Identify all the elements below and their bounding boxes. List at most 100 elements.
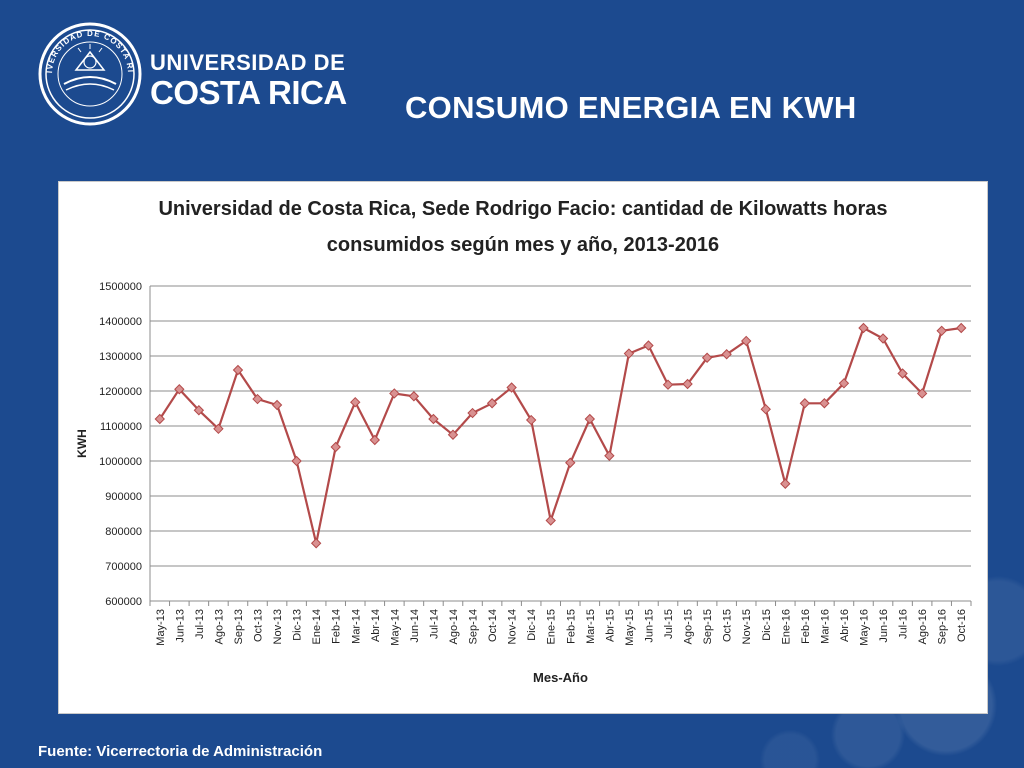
x-tick-label: Ene-15	[546, 609, 558, 644]
data-point	[643, 340, 654, 351]
x-tick-label: Dic-15	[761, 609, 773, 641]
data-point	[956, 322, 967, 334]
y-tick-label: 1200000	[99, 386, 142, 398]
data-point	[252, 393, 263, 405]
x-tick-label: Feb-16	[800, 609, 812, 644]
data-point	[232, 364, 244, 376]
x-tick-label: Jun-16	[878, 609, 890, 643]
x-tick-label: Dic-13	[292, 609, 304, 641]
x-tick-label: Feb-15	[565, 609, 577, 644]
x-tick-label: Oct-14	[487, 609, 499, 642]
data-point	[819, 398, 830, 409]
data-point	[877, 333, 889, 344]
x-tick-label: Nov-14	[507, 609, 519, 644]
x-tick-label: Feb-14	[331, 609, 343, 644]
x-tick-label: Oct-16	[956, 609, 968, 642]
x-tick-label: Ene-16	[780, 609, 792, 644]
line-chart: 600000 700000 800000 900000 1000000 1100000 12…	[75, 281, 972, 685]
y-tick-label: 1100000	[100, 421, 142, 433]
data-point	[213, 423, 224, 435]
data-point	[604, 450, 615, 461]
data-point	[310, 538, 322, 549]
data-point	[701, 352, 713, 363]
series-line	[158, 326, 962, 545]
data-point	[350, 396, 361, 408]
x-tick-label: Abr-16	[839, 609, 851, 642]
y-tick-label: 800000	[105, 526, 142, 538]
y-tick-label: 1500000	[99, 281, 142, 293]
data-point	[428, 413, 439, 425]
data-point	[154, 413, 165, 425]
y-tick-label: 1400000	[99, 316, 142, 328]
data-point	[799, 398, 811, 409]
university-seal-logo: UNIVERSIDAD DE COSTA RICA	[38, 22, 142, 126]
data-point	[271, 399, 283, 411]
data-point	[662, 379, 674, 390]
y-tick-label: 600000	[105, 596, 142, 608]
x-tick-label: Abr-14	[370, 609, 382, 642]
x-tick-label: Jul-16	[898, 609, 910, 639]
y-tick-label: 900000	[105, 491, 142, 503]
data-point	[525, 414, 537, 426]
data-point	[193, 405, 205, 416]
data-point	[330, 441, 341, 453]
x-tick-label: Dic-14	[526, 609, 538, 641]
data-point	[740, 335, 752, 347]
y-tick-label: 700000	[105, 561, 142, 573]
university-name: UNIVERSIDAD DE COSTA RICA	[150, 50, 347, 111]
data-point	[623, 348, 635, 359]
data-point	[780, 478, 791, 489]
x-tick-label: Nov-15	[741, 609, 753, 644]
x-tick-label: Oct-15	[722, 609, 734, 642]
data-point	[584, 413, 596, 425]
data-point	[721, 349, 732, 360]
data-point	[291, 455, 302, 467]
x-tick-label: May-13	[155, 609, 167, 646]
x-tick-label: Sep-13	[233, 609, 245, 644]
x-tick-label: Jun-14	[409, 609, 421, 643]
x-tick-label: Ago-15	[683, 609, 695, 644]
x-tick-label: Ene-14	[311, 609, 323, 644]
x-tick-label: Nov-13	[272, 609, 284, 644]
x-tick-label: Oct-13	[253, 609, 265, 642]
data-point	[682, 378, 693, 390]
data-point	[858, 322, 869, 334]
x-tick-label: Jul-13	[194, 609, 206, 639]
x-tick-label: Abr-15	[604, 609, 616, 642]
chart-title-line2: consumidos según mes y año, 2013-2016	[326, 234, 720, 256]
x-tick-label: Sep-14	[468, 609, 480, 644]
x-tick-label: May-15	[624, 609, 636, 646]
x-tick-label: Jun-13	[174, 609, 186, 643]
data-point	[760, 403, 771, 415]
data-point	[174, 384, 185, 395]
x-tick-label: Sep-15	[702, 609, 714, 644]
data-point	[545, 515, 556, 526]
university-name-line2: COSTA RICA	[150, 74, 347, 111]
x-tick-label: Sep-16	[937, 609, 949, 644]
chart-title-line1: Universidad de Costa Rica, Sede Rodrigo …	[158, 198, 888, 220]
data-point	[506, 382, 517, 393]
data-point	[486, 398, 498, 409]
x-tick-label: May-16	[858, 609, 870, 646]
x-axis-title: Mes-Año	[533, 670, 588, 685]
data-point	[936, 325, 947, 337]
data-point	[408, 391, 420, 402]
data-point	[916, 388, 928, 399]
data-point	[838, 378, 850, 389]
y-tick-label: 1300000	[99, 351, 142, 363]
data-point	[447, 429, 459, 440]
university-name-line1: UNIVERSIDAD DE	[150, 50, 346, 75]
x-tick-label: Ago-13	[213, 609, 225, 644]
x-tick-label: Ago-14	[448, 609, 460, 644]
data-point	[897, 368, 908, 379]
data-point	[369, 434, 381, 446]
data-point	[467, 407, 478, 419]
x-tick-label: Jun-15	[643, 609, 655, 643]
y-axis-title: KWH	[75, 429, 89, 458]
x-tick-label: Ago-16	[917, 609, 929, 644]
data-point	[389, 388, 400, 399]
x-tick-label: Mar-16	[819, 609, 831, 644]
x-tick-label: Mar-14	[350, 609, 362, 644]
x-tick-label: Mar-15	[585, 609, 597, 644]
chart-panel: Universidad de Costa Rica, Sede Rodrigo …	[59, 182, 987, 713]
